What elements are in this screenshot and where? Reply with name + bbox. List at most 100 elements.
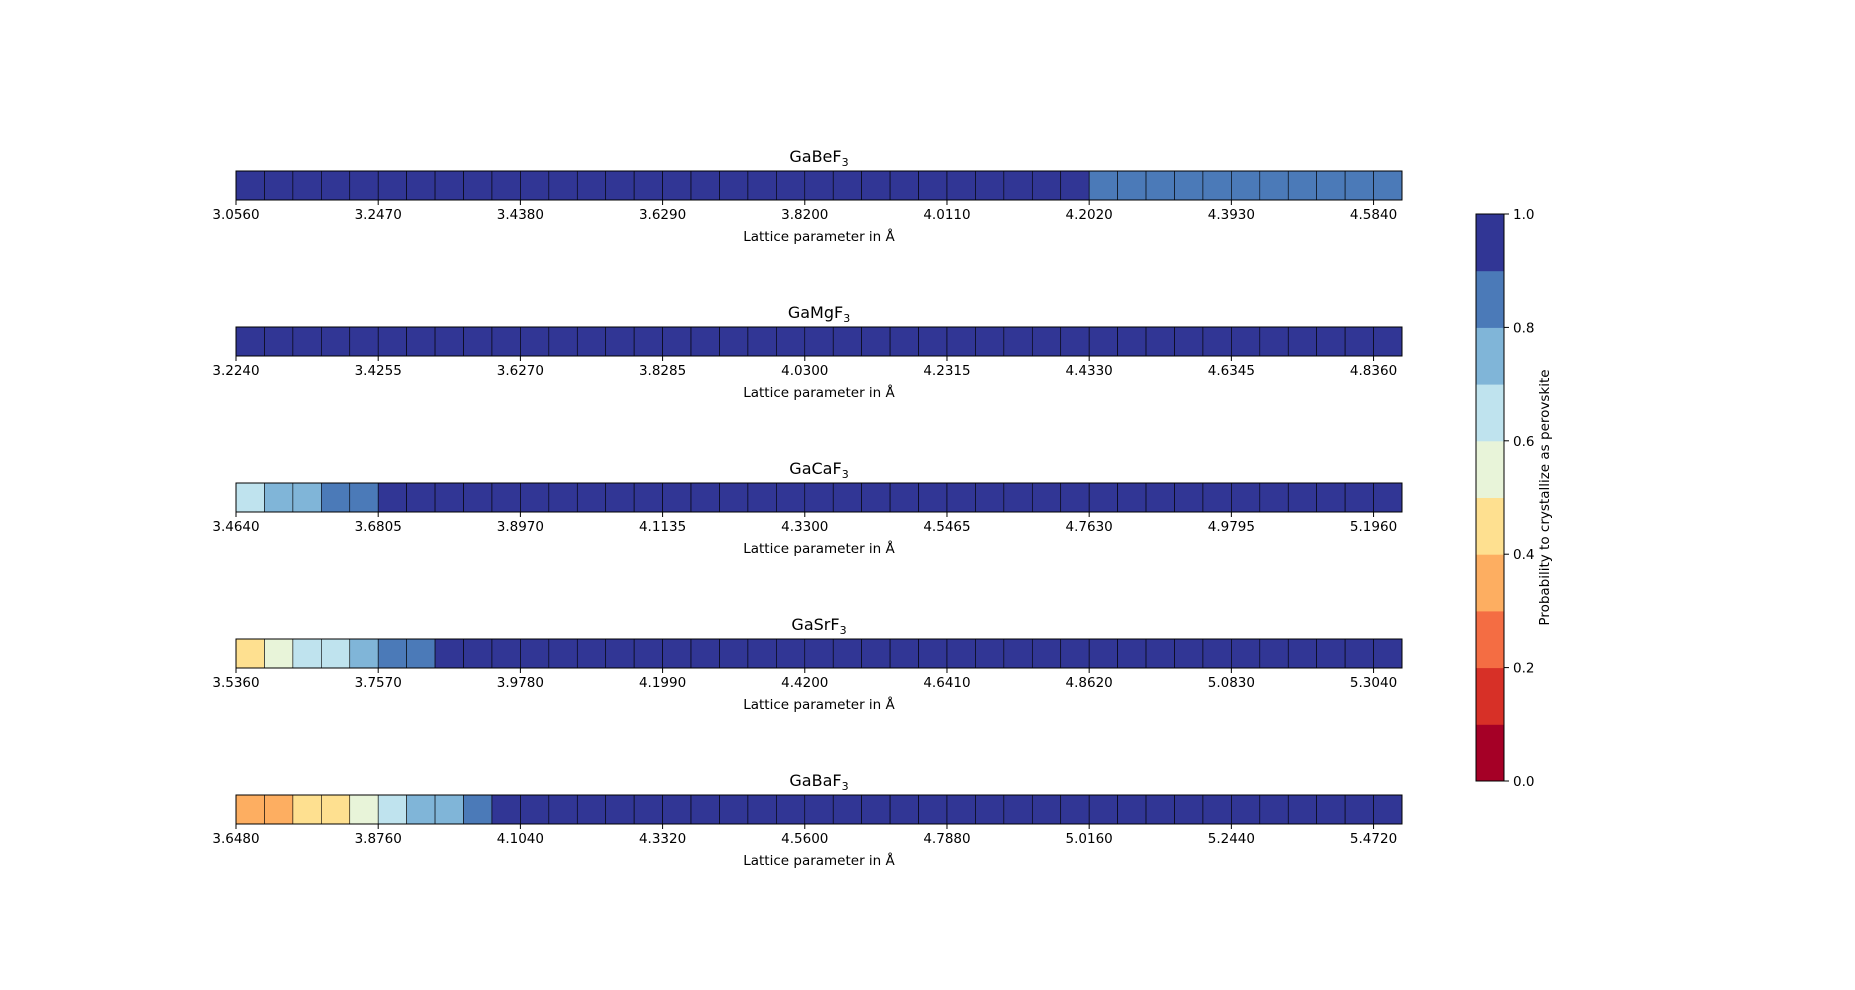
heatmap-cell xyxy=(321,326,351,357)
heatmap-cell xyxy=(605,170,635,201)
heatmap-cell xyxy=(918,482,948,513)
heatmap-cell xyxy=(1373,794,1403,825)
x-tick-label: 4.8360 xyxy=(1350,363,1397,379)
heatmap-cell xyxy=(975,482,1005,513)
strip-frame xyxy=(235,170,1403,201)
heatmap-cell xyxy=(946,794,976,825)
heatmap-cell xyxy=(1003,170,1033,201)
heatmap-cell xyxy=(1202,794,1232,825)
x-tick-label: 4.0110 xyxy=(923,207,970,223)
heatmap-cell xyxy=(605,794,635,825)
heatmap-cell xyxy=(975,794,1005,825)
heatmap-cell xyxy=(719,326,749,357)
x-tick-label: 4.1135 xyxy=(639,519,686,535)
panel-title: GaBaF3 xyxy=(789,771,848,793)
panel-title: GaBeF3 xyxy=(789,147,848,169)
heatmap-cell xyxy=(491,638,521,669)
heatmap-cell xyxy=(1088,794,1118,825)
colorbar-label: Probability to crystallize as perovskite xyxy=(1537,369,1553,625)
heatmap-cell xyxy=(719,794,749,825)
heatmap-cell xyxy=(1003,482,1033,513)
colorbar-tick-label: 0.0 xyxy=(1513,774,1534,790)
heatmap-cell xyxy=(633,638,663,669)
heatmap-cell xyxy=(1031,638,1062,669)
heatmap-cell xyxy=(633,326,663,357)
heatmap-cell xyxy=(349,638,379,669)
panel-title-subscript: 3 xyxy=(842,780,849,793)
heatmap-cell xyxy=(1117,326,1147,357)
x-tick-label: 4.9795 xyxy=(1208,519,1255,535)
heatmap-cell xyxy=(662,794,692,825)
x-tick-label: 5.1960 xyxy=(1350,519,1397,535)
heatmap-cell xyxy=(605,638,635,669)
heatmap-cell xyxy=(292,170,322,201)
x-axis-label: Lattice parameter in Å xyxy=(743,228,895,245)
panel-gamgf3: GaMgF3 3.2240 3.4255 3.6270 3.8285 4.0300 4.23… xyxy=(212,303,1403,401)
heatmap-cell xyxy=(804,170,834,201)
panel-gabef3: GaBeF3 3.0560 3.2470 3.4380 3.6290 3.8200 4.01… xyxy=(212,147,1403,245)
strip-frame xyxy=(235,638,1403,669)
heatmap-cell xyxy=(434,638,464,669)
heatmap-cell xyxy=(747,482,777,513)
x-tick-label: 4.2315 xyxy=(923,363,970,379)
heatmap-cell xyxy=(861,170,891,201)
heatmap-cell xyxy=(605,482,635,513)
heatmap-cell xyxy=(1174,326,1204,357)
heatmap-cell xyxy=(406,794,436,825)
heatmap-cell xyxy=(349,794,379,825)
heatmap-cell xyxy=(946,326,976,357)
heatmap-cell xyxy=(975,170,1005,201)
heatmap-cell xyxy=(548,170,578,201)
heatmap-cell xyxy=(235,326,265,357)
heatmap-cell xyxy=(1259,638,1289,669)
heatmap-cell xyxy=(292,794,322,825)
heatmap-cell xyxy=(349,170,379,201)
heatmap-cell xyxy=(1088,326,1118,357)
x-tick-label: 3.5360 xyxy=(212,675,259,691)
heatmap-cell xyxy=(975,638,1005,669)
heatmap-cell xyxy=(264,482,294,513)
heatmap-cell xyxy=(406,482,436,513)
colorbar-tick-label: 0.8 xyxy=(1513,320,1534,336)
heatmap-cell xyxy=(690,326,720,357)
heatmap-cell xyxy=(1202,170,1232,201)
heatmap-cell xyxy=(747,170,777,201)
x-tick-label: 5.3040 xyxy=(1350,675,1397,691)
panel-title: GaMgF3 xyxy=(788,303,850,325)
heatmap-cell xyxy=(1259,326,1289,357)
x-tick-label: 4.4330 xyxy=(1066,363,1113,379)
heatmap-cell xyxy=(576,482,607,513)
heatmap-cell xyxy=(832,482,862,513)
heatmap-cell xyxy=(1373,170,1403,201)
heatmap-cell xyxy=(264,326,294,357)
panel-title-formula: GaMgF xyxy=(788,303,843,322)
x-tick-label: 3.9780 xyxy=(497,675,544,691)
heatmap-cell xyxy=(491,170,521,201)
heatmap-cell xyxy=(861,638,891,669)
heatmap-cell xyxy=(832,794,862,825)
heatmap-cell xyxy=(292,326,322,357)
heatmap-cell xyxy=(1316,326,1346,357)
x-tick-label: 3.4255 xyxy=(355,363,402,379)
heatmap-cell xyxy=(463,482,493,513)
heatmap-cell xyxy=(1259,482,1289,513)
heatmap-cell xyxy=(1287,326,1317,357)
x-tick-label: 3.8285 xyxy=(639,363,686,379)
heatmap-cell xyxy=(1117,638,1147,669)
heatmap-cell xyxy=(804,326,834,357)
heatmap-cell xyxy=(719,170,749,201)
x-tick-label: 3.4380 xyxy=(497,207,544,223)
colorbar-segment xyxy=(1476,384,1504,442)
heatmap-cell xyxy=(662,170,692,201)
heatmap-cell xyxy=(1231,482,1261,513)
panel-title-subscript: 3 xyxy=(840,624,847,637)
heatmap-cell xyxy=(1060,326,1090,357)
heatmap-cell xyxy=(1003,638,1033,669)
heatmap-cell xyxy=(662,326,692,357)
heatmap-cell xyxy=(264,638,294,669)
heatmap-cell xyxy=(1031,170,1062,201)
heatmap-cell xyxy=(1202,326,1232,357)
colorbar-tick-label: 0.4 xyxy=(1513,547,1534,563)
heatmap-cell xyxy=(889,482,919,513)
heatmap-cell xyxy=(434,482,464,513)
